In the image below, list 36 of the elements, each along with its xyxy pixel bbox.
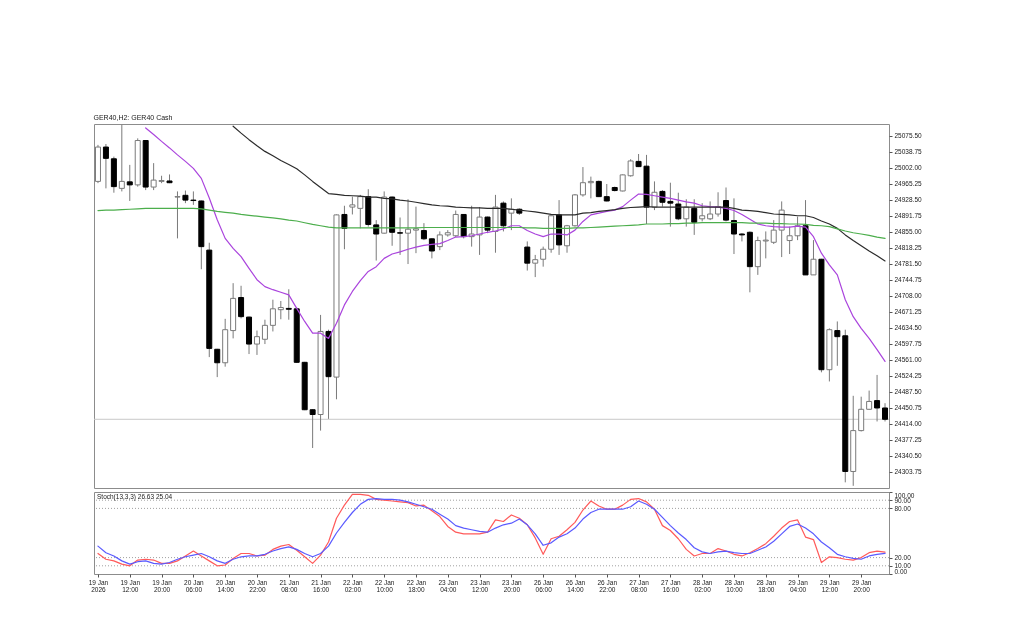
candlestick — [397, 217, 404, 256]
candlestick — [691, 198, 698, 236]
candlestick — [436, 230, 443, 251]
candlestick — [285, 288, 292, 321]
candlestick — [707, 200, 714, 221]
candlestick — [699, 202, 706, 222]
candlestick — [238, 285, 245, 319]
candlestick — [118, 124, 125, 192]
candlestick — [253, 330, 260, 356]
candlestick — [762, 230, 769, 259]
candlestick — [866, 390, 873, 411]
candlestick — [508, 197, 515, 231]
candlestick — [261, 319, 268, 345]
candlestick — [214, 348, 221, 378]
line-series — [232, 125, 886, 262]
line-series — [145, 127, 886, 363]
candlestick — [587, 176, 594, 199]
candlestick — [269, 299, 276, 332]
candlestick — [770, 219, 777, 245]
candlestick — [738, 232, 745, 242]
candlestick — [532, 254, 539, 278]
candlestick — [174, 190, 181, 239]
candlestick — [126, 164, 133, 202]
candlestick — [405, 198, 412, 265]
candlestick — [277, 300, 284, 320]
candlestick — [102, 143, 109, 189]
candlestick — [730, 197, 737, 255]
candlestick — [858, 396, 865, 432]
candlestick — [452, 210, 459, 238]
candlestick — [540, 246, 547, 268]
candlestick — [810, 239, 817, 276]
candlestick — [564, 224, 571, 254]
candlestick — [579, 166, 586, 198]
candlestick — [524, 240, 531, 272]
candlestick — [412, 206, 419, 254]
candlestick — [874, 374, 881, 422]
